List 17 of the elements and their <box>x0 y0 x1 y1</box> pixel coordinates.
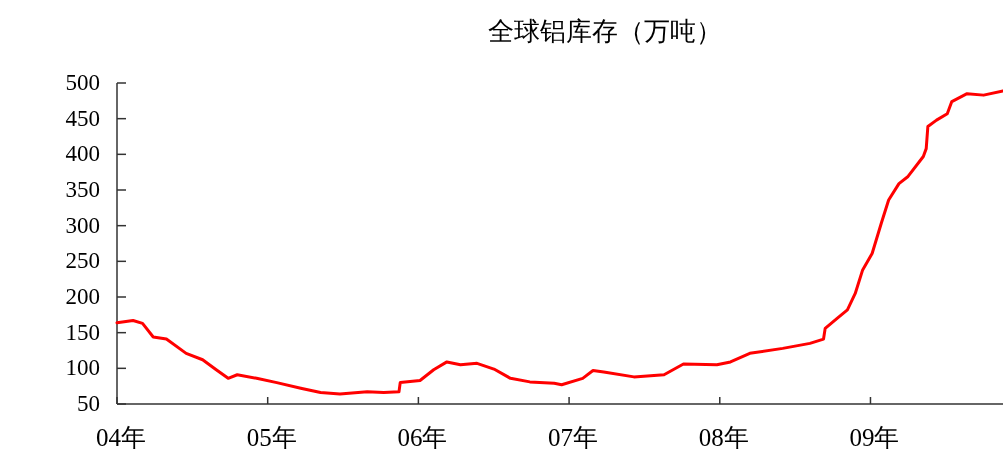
y-tick-label: 50 <box>77 391 100 416</box>
y-tick-label: 400 <box>65 141 100 167</box>
x-tick-label: 08年 <box>698 424 749 451</box>
x-tick-label: 06年 <box>397 424 448 451</box>
y-tick-label: 450 <box>65 105 100 131</box>
x-tick-label: 05年 <box>246 424 297 451</box>
y-tick-label: 200 <box>65 284 100 309</box>
y-tick-label: 150 <box>65 319 100 345</box>
y-tick-label: 500 <box>65 70 100 95</box>
y-tick-label: 300 <box>65 212 100 238</box>
x-tick-label: 09年 <box>849 424 900 451</box>
x-tick-label: 07年 <box>548 424 599 451</box>
y-tick-label: 250 <box>65 248 100 274</box>
x-tick-label: 04年 <box>96 424 146 451</box>
title: 全球铝库存（万吨） <box>488 17 722 46</box>
y-tick-label: 350 <box>65 177 100 202</box>
y-tick-label: 100 <box>65 355 100 381</box>
